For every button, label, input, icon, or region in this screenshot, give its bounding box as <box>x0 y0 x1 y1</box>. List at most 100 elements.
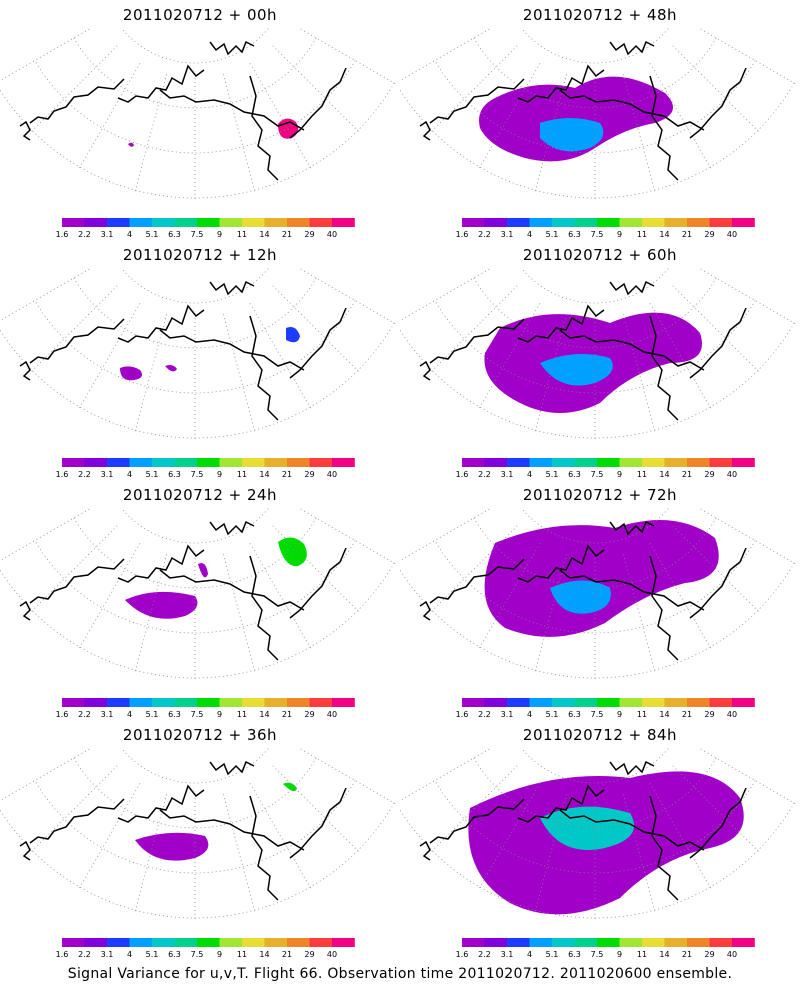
panel-title: 2011020712 + 00h <box>122 6 278 24</box>
coastline <box>29 558 125 604</box>
figure-caption: Signal Variance for u,v,T. Flight 66. Ob… <box>67 966 733 982</box>
colorbar-swatch <box>552 698 575 707</box>
colorbar-swatch <box>174 218 198 227</box>
colorbar-swatch <box>664 218 688 227</box>
colorbar-swatch <box>62 218 85 227</box>
colorbar-label: 11 <box>637 230 647 239</box>
polar-map <box>0 508 397 680</box>
colorbar-label: 2.2 <box>478 710 491 719</box>
coastline <box>249 315 279 421</box>
colorbar-label: 40 <box>327 230 337 239</box>
colorbar-label: 4 <box>127 710 132 719</box>
meridian-line <box>30 525 118 613</box>
colorbar-label: 1.6 <box>56 230 69 239</box>
colorbar-label: 11 <box>237 710 247 719</box>
colorbar-label: 29 <box>704 710 714 719</box>
polar-map <box>400 748 797 920</box>
colorbar-swatch <box>687 458 710 467</box>
colorbar-label: 21 <box>682 710 692 719</box>
panel-title: 2011020712 + 48h <box>522 6 678 24</box>
colorbar-swatch <box>84 698 108 707</box>
meridian-line <box>298 508 397 565</box>
colorbar-swatch <box>664 458 688 467</box>
colorbar-swatch <box>84 938 108 947</box>
colorbar-swatch <box>507 698 530 707</box>
meridian-line <box>534 794 567 913</box>
colorbar-swatch <box>529 458 553 467</box>
colorbar-label: 3.1 <box>501 950 514 959</box>
colorbar-swatch <box>732 458 755 467</box>
meridian-line <box>430 45 518 133</box>
colorbar-swatch <box>219 698 243 707</box>
colorbar-label: 9 <box>617 230 622 239</box>
meridian-line <box>134 314 167 433</box>
panel-title: 2011020712 + 24h <box>122 486 278 504</box>
colorbar-swatch <box>574 698 598 707</box>
colorbar-swatch <box>219 218 243 227</box>
colorbar-label: 7.5 <box>591 470 604 479</box>
colorbar-swatch <box>664 938 688 947</box>
coastline <box>209 760 255 776</box>
colorbar-label: 4 <box>127 470 132 479</box>
colorbar-swatch <box>219 938 243 947</box>
coastline <box>249 75 279 181</box>
coastline <box>559 89 705 131</box>
colorbar-swatch <box>529 698 553 707</box>
variance-region <box>283 782 297 792</box>
colorbar-label: 2.2 <box>78 230 91 239</box>
colorbar-swatch <box>152 218 175 227</box>
colorbar: 1.6 2.2 3.1 4 5.1 6.3 7.5 9 11 14 21 29 40 <box>56 458 355 479</box>
coastline <box>559 329 705 371</box>
meridian-line <box>430 285 518 373</box>
colorbar-label: 11 <box>237 950 247 959</box>
colorbar-label: 29 <box>304 950 314 959</box>
colorbar-swatch <box>152 698 175 707</box>
colorbar-label: 7.5 <box>591 710 604 719</box>
meridian-line <box>400 748 492 802</box>
colorbar-swatch <box>687 218 710 227</box>
colorbar-swatch <box>287 938 310 947</box>
coastline <box>559 569 705 611</box>
colorbar-swatch <box>197 698 220 707</box>
colorbar-label: 14 <box>659 710 669 719</box>
meridian-line <box>249 63 312 170</box>
colorbar-label: 6.3 <box>168 230 181 239</box>
colorbar-label: 4 <box>527 230 532 239</box>
colorbar-swatch <box>84 458 108 467</box>
colorbar-label: 14 <box>659 950 669 959</box>
colorbar-label: 6.3 <box>568 470 581 479</box>
colorbar-label: 5.1 <box>146 470 159 479</box>
colorbar-swatch <box>107 698 130 707</box>
colorbar-label: 21 <box>682 950 692 959</box>
panel-24h: 2011020712 + 24h 1.6 2.2 3.1 4 5.1 6.3 7.5 9 11 14… <box>0 480 400 720</box>
colorbar-label: 40 <box>727 470 737 479</box>
colorbar-swatch <box>462 698 485 707</box>
colorbar-swatch <box>687 698 710 707</box>
meridian-line <box>249 303 312 410</box>
colorbar-swatch <box>107 938 130 947</box>
meridian-line <box>0 28 92 82</box>
colorbar-swatch <box>642 458 665 467</box>
colorbar-label: 1.6 <box>56 470 69 479</box>
polar-map <box>0 748 397 920</box>
colorbar-label: 11 <box>637 710 647 719</box>
coastline <box>689 307 747 379</box>
colorbar-label: 21 <box>282 710 292 719</box>
colorbar-swatch <box>152 938 175 947</box>
coastline <box>559 809 705 851</box>
colorbar-label: 5.1 <box>546 950 559 959</box>
meridian-line <box>0 268 92 322</box>
colorbar-swatch <box>129 698 153 707</box>
panel-84h: 2011020712 + 84h 1.6 2.2 3.1 4 5.1 6.3 7.5 9 11 14… <box>400 720 800 960</box>
coastline <box>289 307 347 379</box>
colorbar-label: 2.2 <box>78 470 91 479</box>
variance-region <box>120 366 142 381</box>
latitude-circle <box>400 82 795 199</box>
colorbar-swatch <box>129 938 153 947</box>
colorbar: 1.6 2.2 3.1 4 5.1 6.3 7.5 9 11 14 21 29 40 <box>56 218 355 239</box>
panel-00h: 2011020712 + 00h 1.6 2.2 3.1 4 5.1 6.3 7.5 9 11 14… <box>0 0 400 240</box>
meridian-line <box>623 794 656 913</box>
colorbar-swatch <box>264 938 288 947</box>
polar-map <box>400 508 797 680</box>
